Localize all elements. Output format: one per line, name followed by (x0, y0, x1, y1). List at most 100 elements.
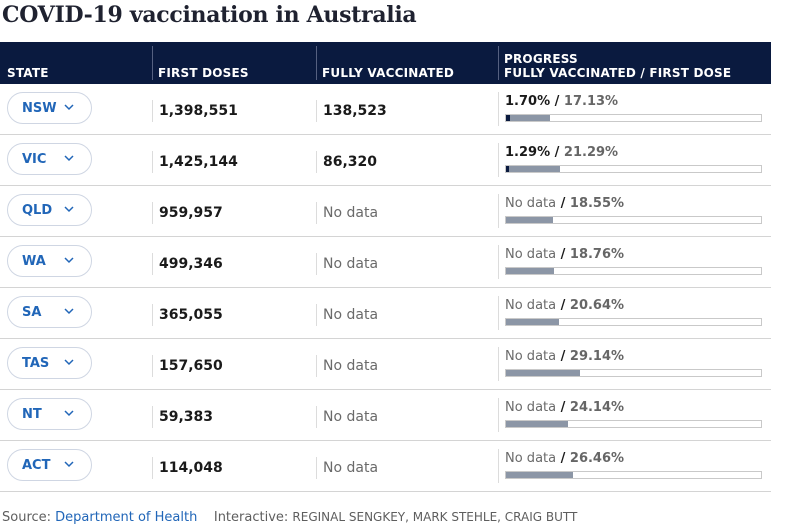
header-state: STATE (7, 66, 49, 80)
progress-cell: No data / 18.55% (498, 194, 764, 228)
fully-vaccinated-cell: No data (316, 457, 378, 479)
first-doses-cell: 59,383 (152, 406, 213, 428)
progress-bar-first-dose (506, 166, 560, 172)
source-link[interactable]: Department of Health (55, 510, 198, 525)
progress-bar-first-dose (506, 217, 553, 223)
progress-cell: No data / 20.64% (498, 296, 764, 330)
table-row: NSW 1,398,551 138,523 1.70% / 17.13% (0, 84, 771, 135)
progress-bar (505, 267, 762, 275)
progress-full-pct: No data (505, 247, 557, 262)
chevron-down-icon (64, 410, 74, 417)
table-row: SA 365,055 No data No data / 20.64% (0, 288, 771, 339)
state-label: NSW (22, 100, 57, 116)
progress-bar (505, 318, 762, 326)
page-title: COVID-19 vaccination in Australia (2, 2, 417, 28)
table-row: TAS 157,650 No data No data / 29.14% (0, 339, 771, 390)
progress-bar-first-dose (506, 370, 580, 376)
progress-bar-fully-vaccinated (506, 115, 510, 121)
state-select-nt[interactable]: NT (7, 398, 92, 430)
chevron-down-icon (64, 308, 74, 315)
progress-text: 1.70% / 17.13% (505, 94, 619, 109)
progress-cell: 1.29% / 21.29% (498, 143, 764, 177)
progress-bar (505, 165, 762, 173)
state-select-wa[interactable]: WA (7, 245, 92, 277)
chevron-down-icon (64, 359, 74, 366)
chevron-down-icon (64, 461, 74, 468)
header-first-doses-label: FIRST DOSES (158, 66, 249, 80)
table-row: NT 59,383 No data No data / 24.14% (0, 390, 771, 441)
fully-vaccinated-cell: No data (316, 202, 378, 224)
table-header: STATE FIRST DOSES FULLY VACCINATED PROGR… (0, 42, 771, 84)
progress-text: No data / 18.76% (505, 247, 625, 262)
progress-first-pct: 18.76% (569, 247, 625, 262)
progress-cell: 1.70% / 17.13% (498, 92, 764, 126)
progress-cell: No data / 24.14% (498, 398, 764, 432)
header-fully-vaccinated: FULLY VACCINATED (316, 46, 454, 80)
fully-vaccinated-cell: 86,320 (316, 151, 377, 173)
chevron-down-icon (64, 206, 74, 213)
progress-full-pct: No data (505, 451, 557, 466)
state-label: NT (22, 406, 42, 422)
table-row: WA 499,346 No data No data / 18.76% (0, 237, 771, 288)
state-label: VIC (22, 151, 47, 167)
progress-full-pct: No data (505, 400, 557, 415)
fully-vaccinated-cell: 138,523 (316, 100, 387, 122)
chevron-down-icon (64, 257, 74, 264)
progress-bar-first-dose (506, 472, 573, 478)
first-doses-cell: 365,055 (152, 304, 223, 326)
state-select-nsw[interactable]: NSW (7, 92, 92, 124)
progress-bar-first-dose (506, 268, 554, 274)
progress-bar (505, 114, 762, 122)
progress-bar (505, 216, 762, 224)
progress-bar-first-dose (506, 319, 559, 325)
progress-full-pct: No data (505, 298, 557, 313)
progress-cell: No data / 18.76% (498, 245, 764, 279)
progress-full-pct: 1.70% (505, 94, 551, 109)
progress-first-pct: 29.14% (569, 349, 625, 364)
state-label: TAS (22, 355, 50, 371)
state-select-act[interactable]: ACT (7, 449, 92, 481)
progress-first-pct: 24.14% (569, 400, 625, 415)
progress-first-pct: 20.64% (569, 298, 625, 313)
header-progress: PROGRESS FULLY VACCINATED / FIRST DOSE (498, 46, 731, 80)
first-doses-cell: 959,957 (152, 202, 223, 224)
progress-first-pct: 26.46% (569, 451, 625, 466)
table-row: VIC 1,425,144 86,320 1.29% / 21.29% (0, 135, 771, 186)
header-fully-vaccinated-label: FULLY VACCINATED (322, 66, 455, 80)
first-doses-cell: 157,650 (152, 355, 223, 377)
fully-vaccinated-cell: No data (316, 304, 378, 326)
state-label: QLD (22, 202, 53, 218)
source-label: Source: (2, 510, 52, 525)
progress-full-pct: No data (505, 196, 557, 211)
progress-cell: No data / 26.46% (498, 449, 764, 483)
state-select-sa[interactable]: SA (7, 296, 92, 328)
state-select-tas[interactable]: TAS (7, 347, 92, 379)
progress-full-pct: No data (505, 349, 557, 364)
chevron-down-icon (64, 155, 74, 162)
state-select-qld[interactable]: QLD (7, 194, 92, 226)
state-label: WA (22, 253, 46, 269)
first-doses-cell: 499,346 (152, 253, 223, 275)
fully-vaccinated-cell: No data (316, 253, 378, 275)
fully-vaccinated-cell: No data (316, 355, 378, 377)
state-label: ACT (22, 457, 51, 473)
progress-bar (505, 420, 762, 428)
header-first-doses: FIRST DOSES (152, 46, 249, 80)
table-row: QLD 959,957 No data No data / 18.55% (0, 186, 771, 237)
state-select-vic[interactable]: VIC (7, 143, 92, 175)
interactive-label: Interactive: (213, 510, 289, 525)
progress-text: No data / 18.55% (505, 196, 625, 211)
state-label: SA (22, 304, 42, 320)
progress-text: 1.29% / 21.29% (505, 145, 619, 160)
progress-cell: No data / 29.14% (498, 347, 764, 381)
credits: REGINAL SENGKEY, MARK STEHLE, CRAIG BUTT (292, 510, 578, 524)
fully-vaccinated-cell: No data (316, 406, 378, 428)
progress-bar-first-dose (506, 115, 550, 121)
vaccination-table: STATE FIRST DOSES FULLY VACCINATED PROGR… (0, 42, 771, 492)
progress-bar (505, 369, 762, 377)
progress-text: No data / 26.46% (505, 451, 625, 466)
progress-bar-first-dose (506, 421, 568, 427)
header-progress-line1: PROGRESS (504, 52, 578, 66)
progress-text: No data / 29.14% (505, 349, 625, 364)
first-doses-cell: 1,398,551 (152, 100, 238, 122)
